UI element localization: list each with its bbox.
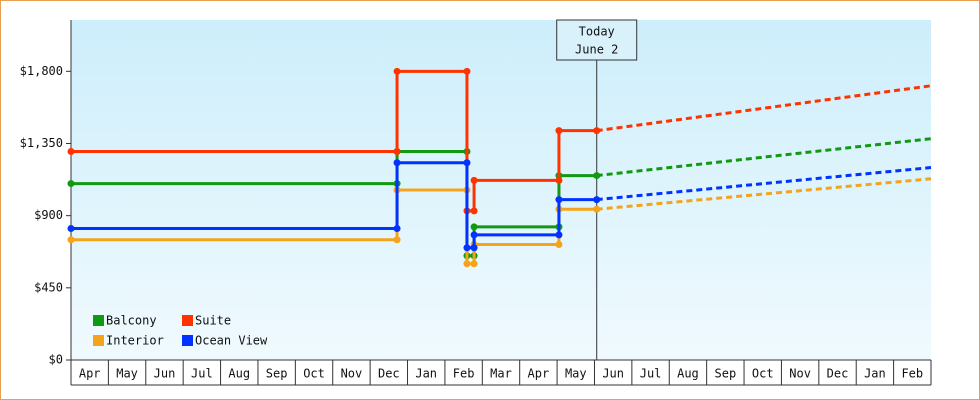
x-tick-label: Jan (415, 367, 437, 381)
y-tick-label: $0 (49, 353, 63, 367)
point (393, 148, 401, 156)
point (67, 148, 75, 156)
point (470, 176, 478, 184)
point (67, 236, 75, 244)
forecast-line (596, 137, 932, 178)
x-tick-label: Dec (827, 367, 849, 381)
legend-swatch (93, 315, 104, 326)
point (470, 207, 478, 215)
point (470, 244, 478, 252)
x-tick-label: Oct (303, 367, 325, 381)
point (463, 244, 471, 252)
x-tick-label: Jul (191, 367, 213, 381)
x-tick-label: Feb (901, 367, 923, 381)
legend-label: Interior (106, 334, 164, 348)
point (593, 127, 601, 135)
x-tick-label: Oct (752, 367, 774, 381)
point (393, 67, 401, 75)
forecast-line (596, 177, 932, 211)
point (67, 180, 75, 188)
legend-swatch (182, 335, 193, 346)
x-tick-label: Feb (453, 367, 475, 381)
legend-label: Ocean View (195, 334, 268, 348)
forecast-line (596, 84, 932, 133)
x-tick-label: Dec (378, 367, 400, 381)
x-tick-label: May (116, 367, 138, 381)
x-tick-label: Jul (640, 367, 662, 381)
point (463, 260, 471, 268)
point (593, 196, 601, 204)
x-tick-label: Apr (528, 367, 550, 381)
point (593, 205, 601, 213)
x-tick-label: Mar (490, 367, 512, 381)
point (393, 236, 401, 244)
series-line (71, 161, 597, 250)
series-line (71, 69, 597, 213)
y-tick-label: $450 (34, 280, 63, 294)
point (393, 159, 401, 167)
x-tick-label: Jun (154, 367, 176, 381)
legend-label: Balcony (106, 314, 157, 328)
point (470, 260, 478, 268)
today-box (556, 19, 638, 61)
y-tick-label: $1,350 (20, 136, 63, 150)
point (555, 231, 563, 239)
plot-area (71, 20, 931, 360)
y-tick-label: $900 (34, 208, 63, 222)
today-label: Today (579, 25, 615, 39)
point (555, 127, 563, 135)
point (593, 172, 601, 180)
point (463, 159, 471, 167)
x-tick-label: Nov (341, 367, 363, 381)
point (470, 231, 478, 239)
x-tick-label: Sep (715, 367, 737, 381)
x-tick-label: Jan (864, 367, 886, 381)
x-tick-label: Aug (677, 367, 699, 381)
today-label: June 2 (575, 43, 618, 57)
x-tick-label: Aug (228, 367, 250, 381)
forecast-line (596, 166, 932, 202)
legend-swatch (182, 315, 193, 326)
y-tick-label: $1,800 (20, 64, 63, 78)
x-tick-label: Apr (79, 367, 101, 381)
point (555, 196, 563, 204)
legend-swatch (93, 335, 104, 346)
point (393, 224, 401, 232)
x-tick-label: Nov (789, 367, 811, 381)
point (67, 224, 75, 232)
point (470, 223, 478, 231)
point (463, 67, 471, 75)
x-tick-label: May (565, 367, 587, 381)
point (555, 241, 563, 249)
legend-label: Suite (195, 314, 231, 328)
x-tick-label: Jun (602, 367, 624, 381)
x-tick-label: Sep (266, 367, 288, 381)
point (555, 176, 563, 184)
